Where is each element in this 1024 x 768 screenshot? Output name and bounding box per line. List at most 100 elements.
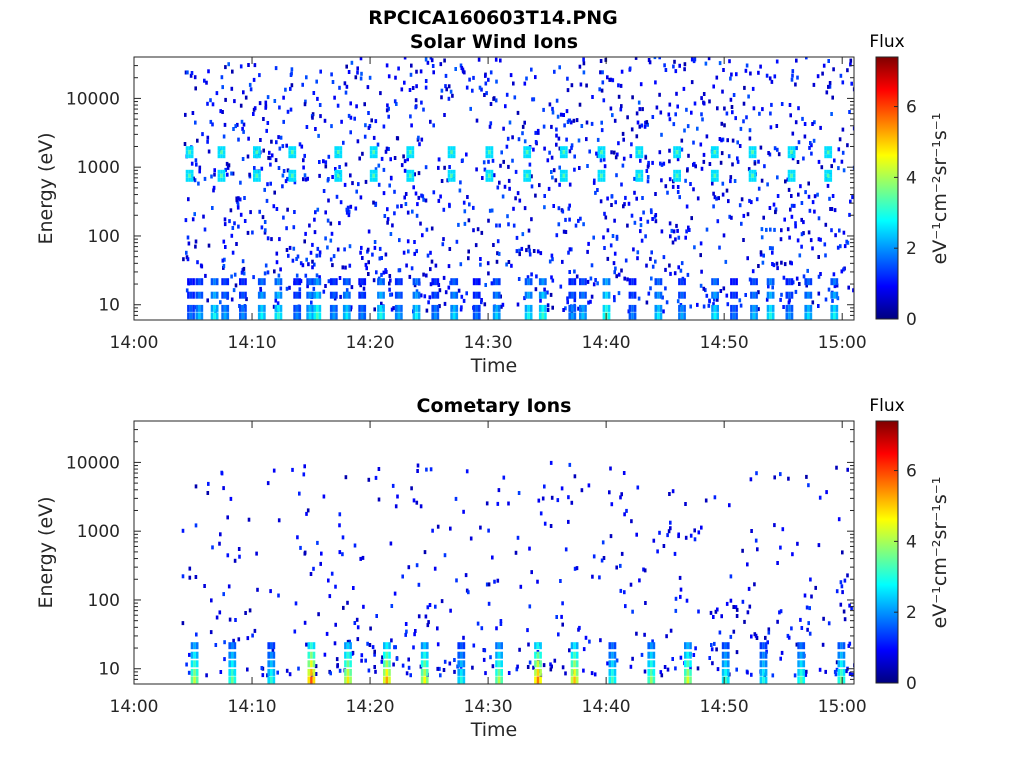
burst-cell [840, 651, 843, 659]
background-cell [726, 138, 729, 143]
background-cell [360, 245, 363, 250]
background-cell [635, 134, 639, 139]
background-cell [541, 496, 545, 501]
background-cell [263, 220, 267, 224]
background-cell [729, 574, 733, 579]
background-cell [372, 200, 375, 205]
background-cell [761, 260, 765, 265]
background-cell [188, 652, 191, 657]
background-cell [833, 284, 837, 289]
burst-cell [732, 278, 736, 286]
background-cell [837, 147, 841, 152]
background-cell [622, 204, 625, 209]
peak-cell [188, 173, 191, 178]
background-cell [619, 495, 622, 500]
background-cell [259, 289, 263, 294]
background-cell [596, 281, 599, 286]
background-cell [562, 113, 565, 117]
background-cell [568, 203, 571, 208]
background-cell [766, 182, 769, 187]
background-cell [467, 249, 470, 254]
burst-cell [244, 278, 247, 286]
background-cell [778, 610, 781, 615]
burst-cell [657, 304, 660, 312]
peak-cell [220, 146, 223, 151]
background-cell [322, 189, 326, 193]
burst-cell [730, 278, 733, 286]
background-cell [390, 176, 393, 181]
background-cell [782, 275, 786, 280]
peak-cell [217, 150, 221, 155]
background-cell [570, 500, 574, 505]
burst-cell [434, 304, 437, 312]
burst-cell [724, 651, 727, 659]
background-cell [476, 227, 480, 232]
background-cell [848, 671, 852, 676]
burst-cell [195, 312, 198, 320]
background-cell [419, 504, 423, 509]
background-cell [682, 86, 686, 91]
background-cell [299, 545, 302, 550]
background-cell [404, 192, 408, 196]
background-cell [591, 574, 594, 579]
burst-cell [602, 304, 606, 312]
background-cell [385, 146, 389, 151]
background-cell [298, 491, 301, 496]
peak-cell [748, 177, 752, 182]
background-cell [407, 565, 411, 570]
burst-cell [308, 291, 312, 299]
background-cell [743, 619, 746, 624]
background-cell [608, 490, 611, 495]
background-cell [784, 179, 787, 184]
peak-cell [217, 154, 221, 159]
background-cell [787, 476, 790, 481]
burst-cell [684, 651, 687, 659]
background-cell [807, 621, 810, 626]
background-cell [247, 517, 251, 522]
burst-cell [189, 304, 193, 312]
background-cell [811, 122, 814, 126]
background-cell [356, 625, 360, 630]
background-cell [194, 86, 197, 91]
background-cell [761, 107, 764, 112]
background-cell [637, 296, 641, 301]
background-cell [249, 87, 253, 92]
burst-cell [724, 668, 727, 676]
background-cell [306, 508, 310, 513]
background-cell [649, 208, 653, 213]
background-cell [234, 124, 237, 129]
background-cell [655, 105, 659, 110]
background-cell [572, 118, 576, 123]
background-cell [467, 218, 471, 223]
background-cell [414, 98, 418, 103]
burst-cell [426, 642, 429, 650]
background-cell [661, 295, 664, 300]
burst-cell [452, 304, 456, 312]
background-cell [770, 102, 773, 107]
burst-cell [713, 278, 717, 286]
burst-cell [457, 660, 460, 668]
background-cell [818, 667, 822, 672]
background-cell [299, 261, 303, 266]
background-cell [457, 288, 461, 293]
burst-cell [270, 651, 273, 659]
background-cell [807, 181, 810, 186]
background-cell [679, 655, 683, 660]
background-cell [380, 301, 383, 306]
background-cell [585, 137, 588, 142]
background-cell [646, 175, 650, 179]
burst-cell [524, 291, 528, 299]
background-cell [660, 673, 664, 678]
background-cell [579, 216, 582, 221]
background-cell [302, 177, 305, 182]
peak-cell [559, 173, 563, 178]
peak-cell [792, 150, 796, 155]
background-cell [852, 87, 854, 92]
burst-cell [802, 676, 806, 684]
background-cell [551, 106, 554, 111]
background-cell [805, 283, 808, 288]
burst-cell [762, 642, 765, 650]
burst-cell [686, 651, 690, 659]
background-cell [260, 225, 264, 230]
burst-cell [711, 278, 714, 286]
